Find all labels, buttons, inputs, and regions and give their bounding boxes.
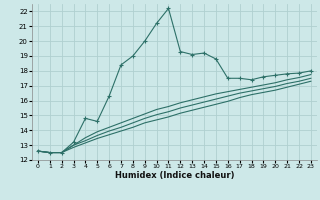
X-axis label: Humidex (Indice chaleur): Humidex (Indice chaleur)	[115, 171, 234, 180]
